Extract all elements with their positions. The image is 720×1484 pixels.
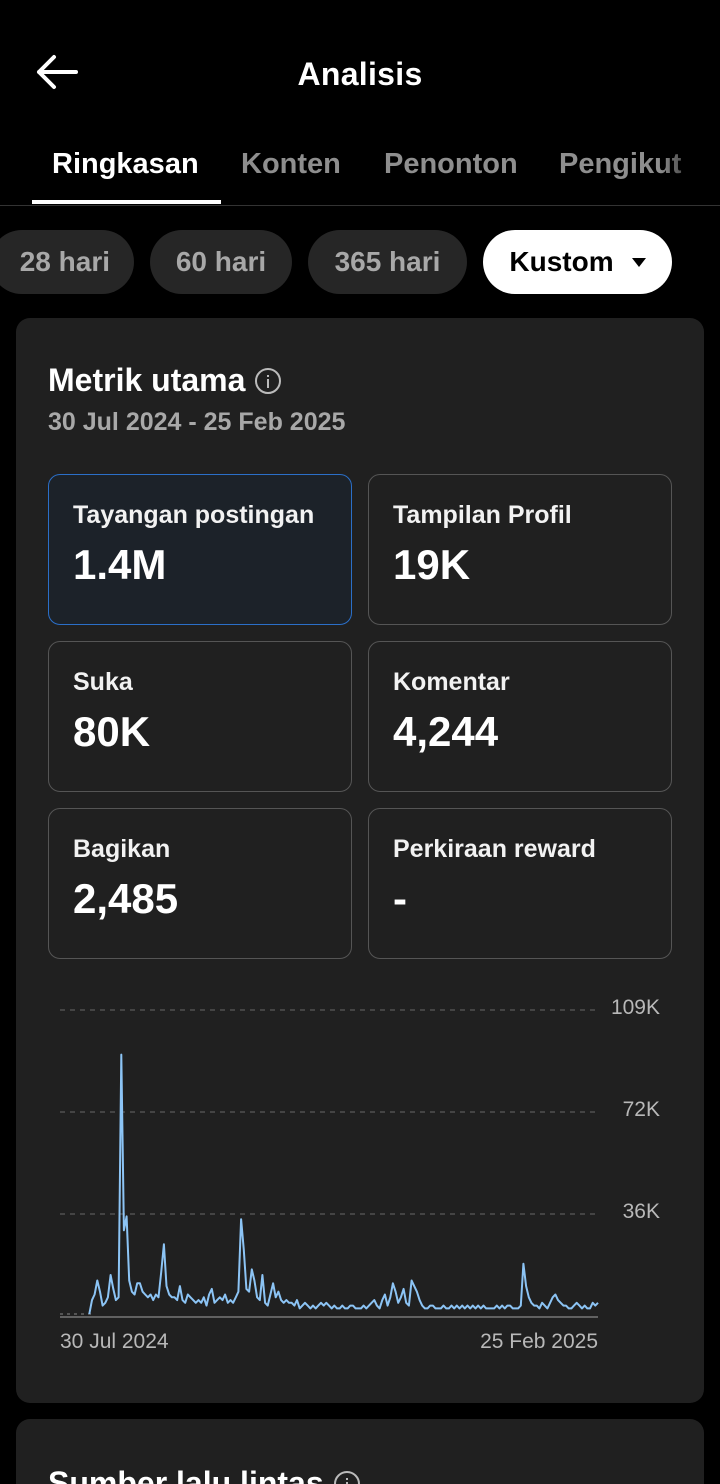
y-tick-label: 36K bbox=[623, 1200, 660, 1224]
tabs-scroll-fade bbox=[660, 130, 720, 205]
metric-tile-profile-views[interactable]: Tampilan Profil 19K bbox=[368, 474, 672, 625]
tab-penonton[interactable]: Penonton bbox=[384, 148, 518, 181]
metric-label: Suka bbox=[73, 668, 133, 697]
metric-label: Tayangan postingan bbox=[73, 501, 314, 530]
x-tick-label: 30 Jul 2024 bbox=[60, 1330, 169, 1354]
metric-label: Perkiraan reward bbox=[393, 835, 596, 864]
card-title: Metrik utama bbox=[48, 362, 281, 399]
metric-label: Komentar bbox=[393, 668, 510, 697]
metric-value: 2,485 bbox=[73, 875, 178, 923]
y-tick-label: 72K bbox=[623, 1098, 660, 1122]
metric-tile-post-views[interactable]: Tayangan postingan 1.4M bbox=[48, 474, 352, 625]
metric-tile-estimated-rewards[interactable]: Perkiraan reward - bbox=[368, 808, 672, 959]
chip-label: 60 hari bbox=[176, 246, 266, 278]
chip-label: Kustom bbox=[509, 246, 613, 278]
metric-tile-shares[interactable]: Bagikan 2,485 bbox=[48, 808, 352, 959]
card-title-text: Metrik utama bbox=[48, 362, 245, 399]
metric-tile-comments[interactable]: Komentar 4,244 bbox=[368, 641, 672, 792]
views-line-chart[interactable]: 109K 72K 36K 30 Jul 2024 25 Feb 2025 bbox=[16, 988, 704, 1368]
active-tab-indicator bbox=[32, 200, 221, 204]
metric-value: 1.4M bbox=[73, 541, 166, 589]
chip-60-hari[interactable]: 60 hari bbox=[150, 230, 292, 294]
date-range: 30 Jul 2024 - 25 Feb 2025 bbox=[48, 408, 345, 437]
metric-label: Bagikan bbox=[73, 835, 170, 864]
metric-value: 80K bbox=[73, 708, 150, 756]
card-title-text: Sumber lalu lintas bbox=[48, 1465, 324, 1484]
tab-bar: Ringkasan Konten Penonton Pengikut bbox=[0, 130, 720, 206]
chip-365-hari[interactable]: 365 hari bbox=[308, 230, 467, 294]
traffic-sources-card: Sumber lalu lintas bbox=[16, 1419, 704, 1484]
chip-28-hari[interactable]: 28 hari bbox=[0, 230, 134, 294]
series-line bbox=[89, 1055, 598, 1314]
x-tick-label: 25 Feb 2025 bbox=[480, 1330, 598, 1354]
chip-label: 28 hari bbox=[20, 246, 110, 278]
key-metrics-card: Metrik utama 30 Jul 2024 - 25 Feb 2025 T… bbox=[16, 318, 704, 1403]
chart-plot bbox=[16, 988, 704, 1328]
page-title: Analisis bbox=[0, 56, 720, 93]
info-icon[interactable] bbox=[334, 1471, 360, 1484]
metric-value: 19K bbox=[393, 541, 470, 589]
y-tick-label: 109K bbox=[611, 996, 660, 1020]
app-header: Analisis bbox=[0, 0, 720, 130]
metric-tile-likes[interactable]: Suka 80K bbox=[48, 641, 352, 792]
caret-down-icon bbox=[632, 258, 646, 267]
date-filter-chips: 28 hari 60 hari 365 hari Kustom bbox=[0, 230, 720, 294]
chip-kustom[interactable]: Kustom bbox=[483, 230, 672, 294]
chip-label: 365 hari bbox=[335, 246, 441, 278]
tab-konten[interactable]: Konten bbox=[241, 148, 341, 181]
metric-label: Tampilan Profil bbox=[393, 501, 572, 530]
card-title: Sumber lalu lintas bbox=[48, 1465, 360, 1484]
tab-ringkasan[interactable]: Ringkasan bbox=[52, 148, 199, 181]
metric-value: - bbox=[393, 875, 407, 923]
info-icon[interactable] bbox=[255, 368, 281, 394]
metric-value: 4,244 bbox=[393, 708, 498, 756]
